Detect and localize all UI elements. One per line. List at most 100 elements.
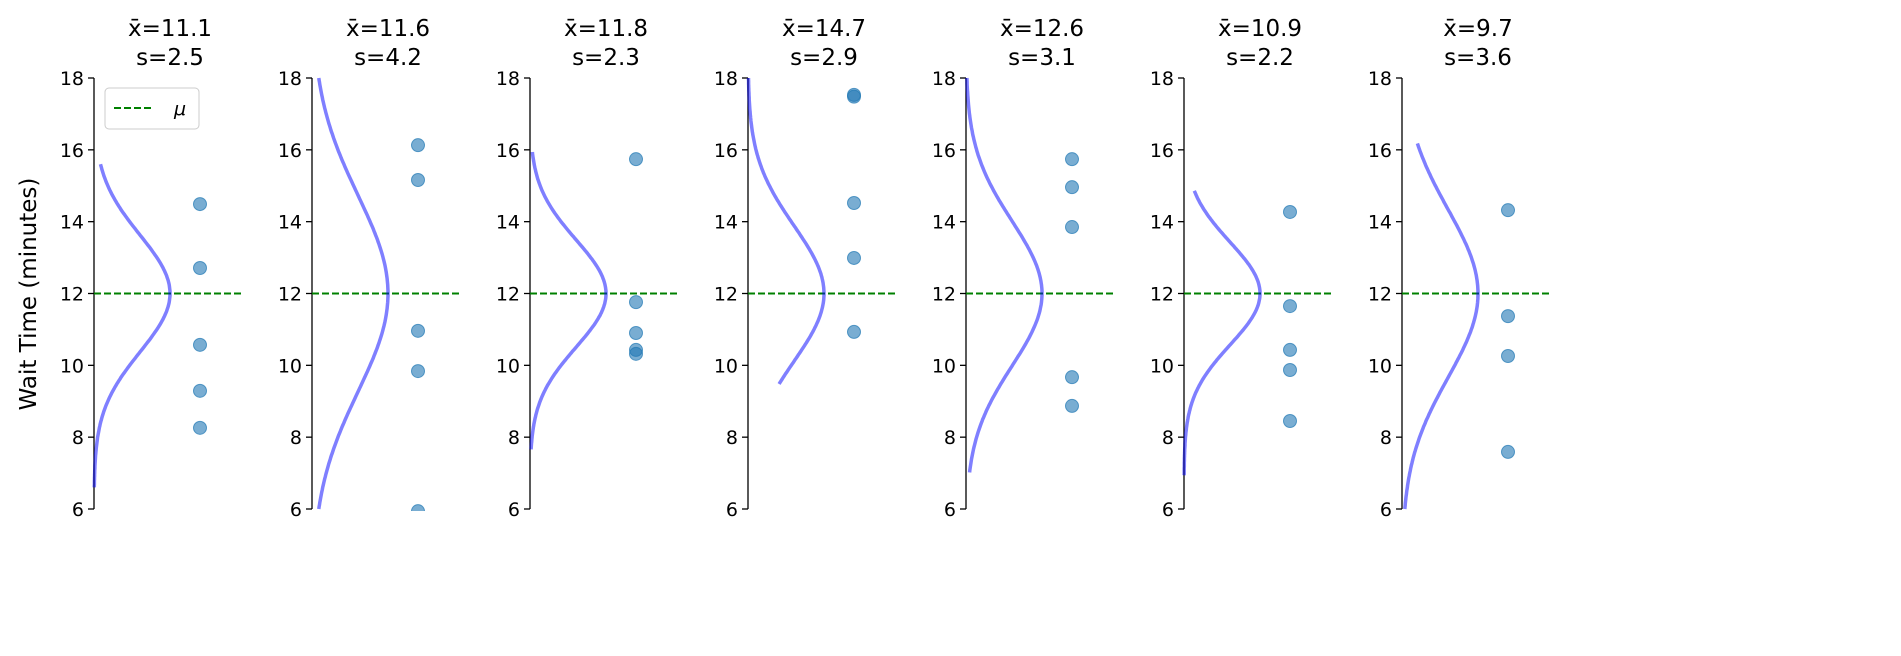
y-tick-label: 16 <box>714 140 738 162</box>
y-tick-label: 6 <box>1380 499 1392 521</box>
y-tick-label: 16 <box>1150 140 1174 162</box>
subplot-title-mean: x̄=11.8 <box>564 16 648 42</box>
data-point <box>411 364 425 379</box>
data-point <box>847 89 861 104</box>
subplot-title-sd: s=2.9 <box>790 45 858 71</box>
subplot-title-mean: x̄=11.1 <box>128 16 212 42</box>
y-tick-label: 10 <box>1368 355 1392 377</box>
data-point <box>193 260 207 275</box>
distribution-curve <box>1403 142 1480 510</box>
plot-area <box>312 77 462 511</box>
data-point <box>1283 414 1297 429</box>
subplot-7: x̄=9.7 s=3.6 6 8 10 12 14 16 18 <box>1368 16 1552 551</box>
y-tick-label: 12 <box>278 284 302 306</box>
data-point <box>411 138 425 153</box>
plot-area <box>746 78 898 385</box>
y-tick-label: 12 <box>496 284 520 306</box>
y-tick-label: 6 <box>508 499 520 521</box>
y-tick-label: 18 <box>714 68 738 90</box>
y-tick-label: 8 <box>944 427 956 449</box>
data-point <box>193 337 207 352</box>
data-point <box>411 504 425 511</box>
y-tick-label: 14 <box>932 212 956 234</box>
y-tick-label: 10 <box>60 355 84 377</box>
y-tick-label: 8 <box>1162 427 1174 449</box>
y-tick-label: 16 <box>60 140 84 162</box>
y-tick-label: 8 <box>72 427 84 449</box>
y-tick-label: 8 <box>726 427 738 449</box>
data-point <box>1065 180 1079 195</box>
data-point <box>629 295 643 310</box>
plot-area <box>529 151 680 450</box>
y-tick-label: 12 <box>714 284 738 306</box>
subplot-title-mean: x̄=14.7 <box>782 16 866 42</box>
y-tick-label: 10 <box>932 355 956 377</box>
y-tick-label: 6 <box>1162 499 1174 521</box>
data-point <box>1283 342 1297 357</box>
y-tick-label: 18 <box>932 68 956 90</box>
y-tick-label: 14 <box>714 212 738 234</box>
data-point <box>629 326 643 341</box>
data-point <box>629 346 643 361</box>
data-point <box>847 250 861 265</box>
y-tick-label: 18 <box>278 68 302 90</box>
data-point <box>1501 203 1515 218</box>
subplot-title-sd: s=3.6 <box>1444 45 1512 71</box>
subplot-5: x̄=12.6 s=3.1 6 8 10 12 14 16 18 <box>932 16 1116 521</box>
y-tick-label: 16 <box>496 140 520 162</box>
distribution-curve <box>317 77 390 510</box>
subplot-3: x̄=11.8 s=2.3 6 8 10 12 14 16 18 <box>496 16 680 521</box>
data-point <box>193 383 207 398</box>
y-tick-label: 6 <box>944 499 956 521</box>
legend-box <box>104 87 200 130</box>
data-point <box>1065 370 1079 385</box>
y-tick-label: 10 <box>1150 355 1174 377</box>
distribution-curve <box>1182 190 1262 476</box>
y-tick-label: 6 <box>726 499 738 521</box>
data-point <box>847 324 861 339</box>
y-tick-label: 18 <box>1368 68 1392 90</box>
data-point <box>629 152 643 167</box>
y-tick-label: 12 <box>932 284 956 306</box>
y-tick-label: 18 <box>1150 68 1174 90</box>
y-tick-label: 10 <box>496 355 520 377</box>
subplot-title-mean: x̄=10.9 <box>1218 16 1302 42</box>
y-tick-label: 12 <box>60 284 84 306</box>
plot-area <box>1182 190 1334 476</box>
y-tick-label: 6 <box>290 499 302 521</box>
data-point <box>1065 220 1079 235</box>
distribution-curve <box>965 77 1044 473</box>
distribution-curve <box>92 163 172 488</box>
y-tick-label: 14 <box>278 212 302 234</box>
plot-area <box>965 77 1116 473</box>
y-tick-label: 18 <box>496 68 520 90</box>
subplot-1: x̄=11.1 s=2.5 6 8 10 12 14 16 18 μ <box>60 16 244 521</box>
subplot-2: x̄=11.6 s=4.2 6 8 10 12 14 16 18 <box>278 16 462 521</box>
subplot-title-sd: s=2.5 <box>136 45 204 71</box>
data-point <box>411 323 425 338</box>
data-point <box>193 197 207 212</box>
y-tick-label: 10 <box>278 355 302 377</box>
y-axis-label: Wait Time (minutes) <box>16 178 42 411</box>
y-tick-label: 8 <box>1380 427 1392 449</box>
subplot-6: x̄=10.9 s=2.2 6 8 10 12 14 16 18 <box>1150 16 1334 521</box>
subplot-title-mean: x̄=12.6 <box>1000 16 1084 42</box>
subplot-title-mean: x̄=11.6 <box>346 16 430 42</box>
data-point <box>1065 398 1079 413</box>
y-tick-label: 14 <box>60 212 84 234</box>
legend-label: μ <box>173 98 186 120</box>
distribution-curve <box>529 151 608 450</box>
y-tick-label: 12 <box>1368 284 1392 306</box>
y-tick-label: 10 <box>714 355 738 377</box>
subplot-title-sd: s=2.2 <box>1226 45 1294 71</box>
data-point <box>1065 152 1079 167</box>
subplot-title-mean: x̄=9.7 <box>1443 16 1512 42</box>
legend: μ <box>104 87 200 130</box>
y-tick-label: 16 <box>278 140 302 162</box>
data-point <box>1502 538 1515 551</box>
y-tick-label: 8 <box>290 427 302 449</box>
y-tick-label: 16 <box>1368 140 1392 162</box>
data-point <box>1501 348 1515 363</box>
y-tick-label: 8 <box>508 427 520 449</box>
